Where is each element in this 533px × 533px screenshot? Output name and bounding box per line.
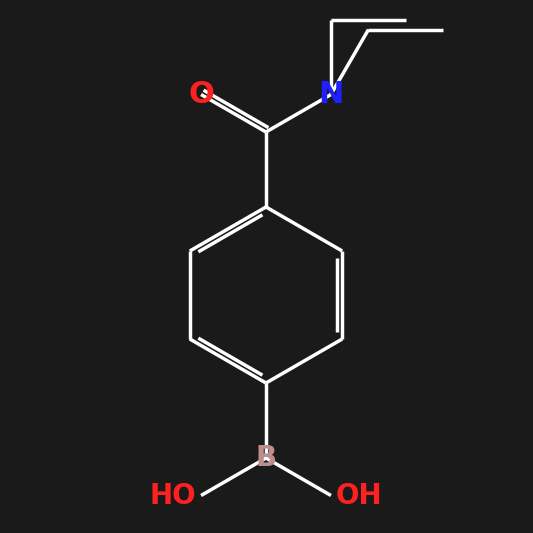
- Text: OH: OH: [336, 481, 383, 510]
- Text: B: B: [255, 444, 277, 472]
- Text: N: N: [318, 80, 344, 109]
- Text: HO: HO: [149, 481, 196, 510]
- Text: O: O: [188, 80, 214, 109]
